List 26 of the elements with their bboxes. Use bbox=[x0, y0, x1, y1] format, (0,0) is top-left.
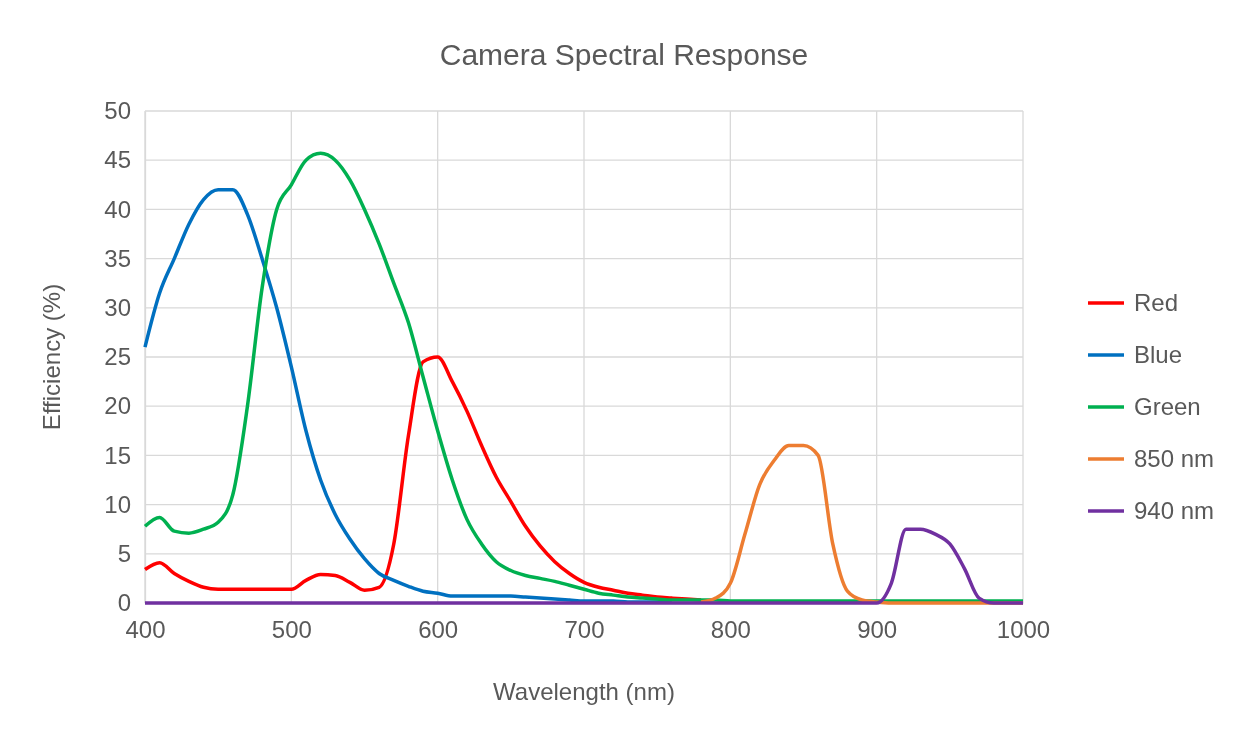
x-tick-label: 600 bbox=[418, 616, 459, 644]
legend-label: Red bbox=[1134, 289, 1179, 316]
legend-label: Green bbox=[1134, 393, 1201, 420]
y-tick-label: 35 bbox=[104, 244, 131, 272]
x-tick-label: 500 bbox=[271, 616, 312, 644]
chart-title: Camera Spectral Response bbox=[439, 38, 809, 71]
y-tick-label: 40 bbox=[104, 195, 131, 223]
y-tick-label: 15 bbox=[104, 441, 131, 469]
x-tick-label: 800 bbox=[710, 616, 751, 644]
y-tick-label: 30 bbox=[104, 293, 131, 321]
y-tick-label: 25 bbox=[104, 343, 131, 371]
y-tick-label: 10 bbox=[104, 490, 131, 518]
legend-label: 850 nm bbox=[1134, 445, 1215, 472]
y-axis-title: Efficiency (%) bbox=[38, 283, 65, 431]
legend-label: Blue bbox=[1134, 341, 1183, 368]
x-axis-title: Wavelength (nm) bbox=[493, 678, 675, 705]
x-tick-label: 700 bbox=[564, 616, 605, 644]
y-tick-label: 20 bbox=[104, 392, 131, 420]
y-tick-label: 0 bbox=[117, 589, 131, 617]
y-tick-label: 45 bbox=[104, 146, 131, 174]
x-tick-label: 900 bbox=[857, 616, 898, 644]
y-tick-label: 5 bbox=[117, 539, 131, 567]
x-tick-label: 1000 bbox=[996, 616, 1051, 644]
legend-label: 940 nm bbox=[1134, 497, 1215, 524]
x-tick-label: 400 bbox=[125, 616, 166, 644]
y-tick-label: 50 bbox=[104, 97, 131, 125]
